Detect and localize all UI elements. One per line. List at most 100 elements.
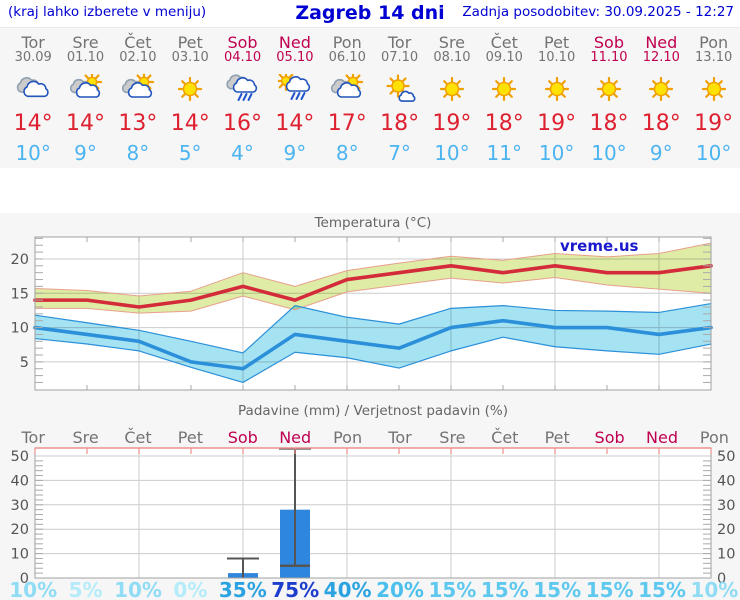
precip-probability: 15% <box>481 578 529 600</box>
precip-probability: 35% <box>219 578 267 600</box>
min-temp: 10° <box>15 141 51 165</box>
precip-x-label: Tor <box>20 428 45 447</box>
day-date: 13.10 <box>695 50 733 65</box>
sunny-icon <box>596 76 622 102</box>
sunny-icon <box>439 76 465 102</box>
day-name: Čet <box>124 33 152 52</box>
precip-probability: 15% <box>428 578 476 600</box>
precipitation-chart: Padavine (mm) / Verjetnost padavin (%) To… <box>9 403 738 600</box>
precip-probability: 0% <box>173 578 207 600</box>
precip-x-label: Pet <box>178 428 203 447</box>
precip-probability: 15% <box>533 578 581 600</box>
precip-x-label: Sre <box>72 428 98 447</box>
day-date: 10.10 <box>538 50 576 65</box>
day-date: 12.10 <box>642 50 680 65</box>
min-temps-row: 10° 9° 8° 5° 4° 9° 8° 7° 10° 11° 10° 10° 9° 10° <box>7 141 740 165</box>
min-temp: 8° <box>335 141 359 165</box>
day-name: Pon <box>699 33 729 52</box>
svg-text:50: 50 <box>717 449 735 465</box>
day-name: Ned <box>645 33 678 52</box>
max-temp: 19° <box>537 111 577 136</box>
svg-text:10: 10 <box>11 547 29 563</box>
weather-icon-cell <box>478 74 530 106</box>
svg-text:5: 5 <box>20 355 29 371</box>
min-temp: 5° <box>178 141 202 165</box>
svg-text:40: 40 <box>717 473 735 489</box>
precip-x-label: Pet <box>545 428 570 447</box>
weather-icon-cell <box>583 74 635 106</box>
partly-cloudy-icon <box>69 71 102 98</box>
svg-text:0: 0 <box>717 571 726 587</box>
min-temp: 10° <box>591 141 627 165</box>
day-date: 06.10 <box>328 50 366 65</box>
weather-icons-row <box>7 71 740 106</box>
sunny-icon <box>701 76 726 102</box>
sunny-icon <box>492 76 517 102</box>
cloudy-icon <box>17 77 49 98</box>
precip-x-label: Tor <box>387 428 412 447</box>
max-temp: 18° <box>641 111 681 136</box>
weather-icon-cell <box>269 71 321 106</box>
weather-icon-cell <box>216 74 268 106</box>
menu-hint-text: (kraj lahko izberete v meniju) <box>8 4 207 20</box>
svg-text:30: 30 <box>717 498 735 514</box>
max-temp: 18° <box>589 111 629 136</box>
weather-icon-cell <box>373 74 425 106</box>
day-dates-row: 30.09 01.10 02.10 03.10 04.10 05.10 06.10 07.10… <box>7 50 740 65</box>
min-temp: 9° <box>74 141 97 165</box>
max-temp: 14° <box>275 111 315 136</box>
day-name: Pet <box>544 33 570 52</box>
precip-probability: 40% <box>324 578 372 600</box>
min-temp: 11° <box>486 141 522 165</box>
max-temp: 18° <box>484 111 524 136</box>
day-name: Sre <box>72 33 99 52</box>
weather-icon-cell <box>321 71 373 106</box>
precip-x-label: Sob <box>595 428 625 447</box>
sunny-icon <box>649 76 674 102</box>
precip-x-label: Pon <box>700 428 729 447</box>
partly-cloudy-icon <box>331 71 364 98</box>
precip-x-label: Čet <box>491 428 518 447</box>
day-date: 08.10 <box>433 50 471 65</box>
precip-x-label: Ned <box>279 428 311 447</box>
min-temp: 7° <box>388 141 411 165</box>
svg-text:20: 20 <box>11 522 29 538</box>
svg-text:10: 10 <box>717 547 735 563</box>
max-temp: 17° <box>327 111 367 136</box>
max-temp: 19° <box>694 111 734 136</box>
svg-text:15: 15 <box>11 286 29 302</box>
watermark: vreme.us <box>560 237 639 255</box>
weather-icon-cell <box>426 74 478 106</box>
day-name: Čet <box>490 33 518 52</box>
spacer <box>0 168 740 213</box>
last-update-text: Zadnja posodobitev: 30.09.2025 - 12:27 <box>462 4 734 20</box>
min-temp: 9° <box>283 141 307 165</box>
max-temp: 14° <box>170 111 210 136</box>
svg-text:20: 20 <box>717 522 735 538</box>
precip-probability: 15% <box>586 578 634 600</box>
day-names-row: Tor Sre Čet Pet Sob Ned Pon Tor Sre Čet Pet Sob Ned P… <box>7 33 740 52</box>
precip-x-label: Sre <box>439 428 465 447</box>
precip-probability: 5% <box>69 578 103 600</box>
day-date: 01.10 <box>66 50 105 65</box>
day-name: Tor <box>387 33 412 52</box>
day-date: 04.10 <box>223 50 262 65</box>
precip-probability: 10% <box>114 578 162 600</box>
precip-x-label: Ned <box>646 428 678 447</box>
precip-probability: 20% <box>376 578 424 600</box>
min-temp: 10° <box>695 141 732 165</box>
sun-cloud-icon <box>385 74 416 102</box>
rain-icon <box>225 74 257 101</box>
svg-text:10: 10 <box>11 321 29 337</box>
day-date: 30.09 <box>14 50 52 65</box>
day-date: 03.10 <box>171 50 209 65</box>
max-temp: 16° <box>223 111 263 136</box>
sun-rain-icon <box>275 71 310 100</box>
max-temp: 14° <box>13 111 53 136</box>
weather-icon-cell <box>112 71 164 106</box>
precip-probability: 10% <box>9 578 57 600</box>
temperature-chart: Temperatura (°C) 5 10 15 20 vreme.us <box>11 215 713 391</box>
svg-text:20: 20 <box>11 252 29 268</box>
precip-probability: 75% <box>271 578 319 600</box>
min-temp: 8° <box>126 141 150 165</box>
